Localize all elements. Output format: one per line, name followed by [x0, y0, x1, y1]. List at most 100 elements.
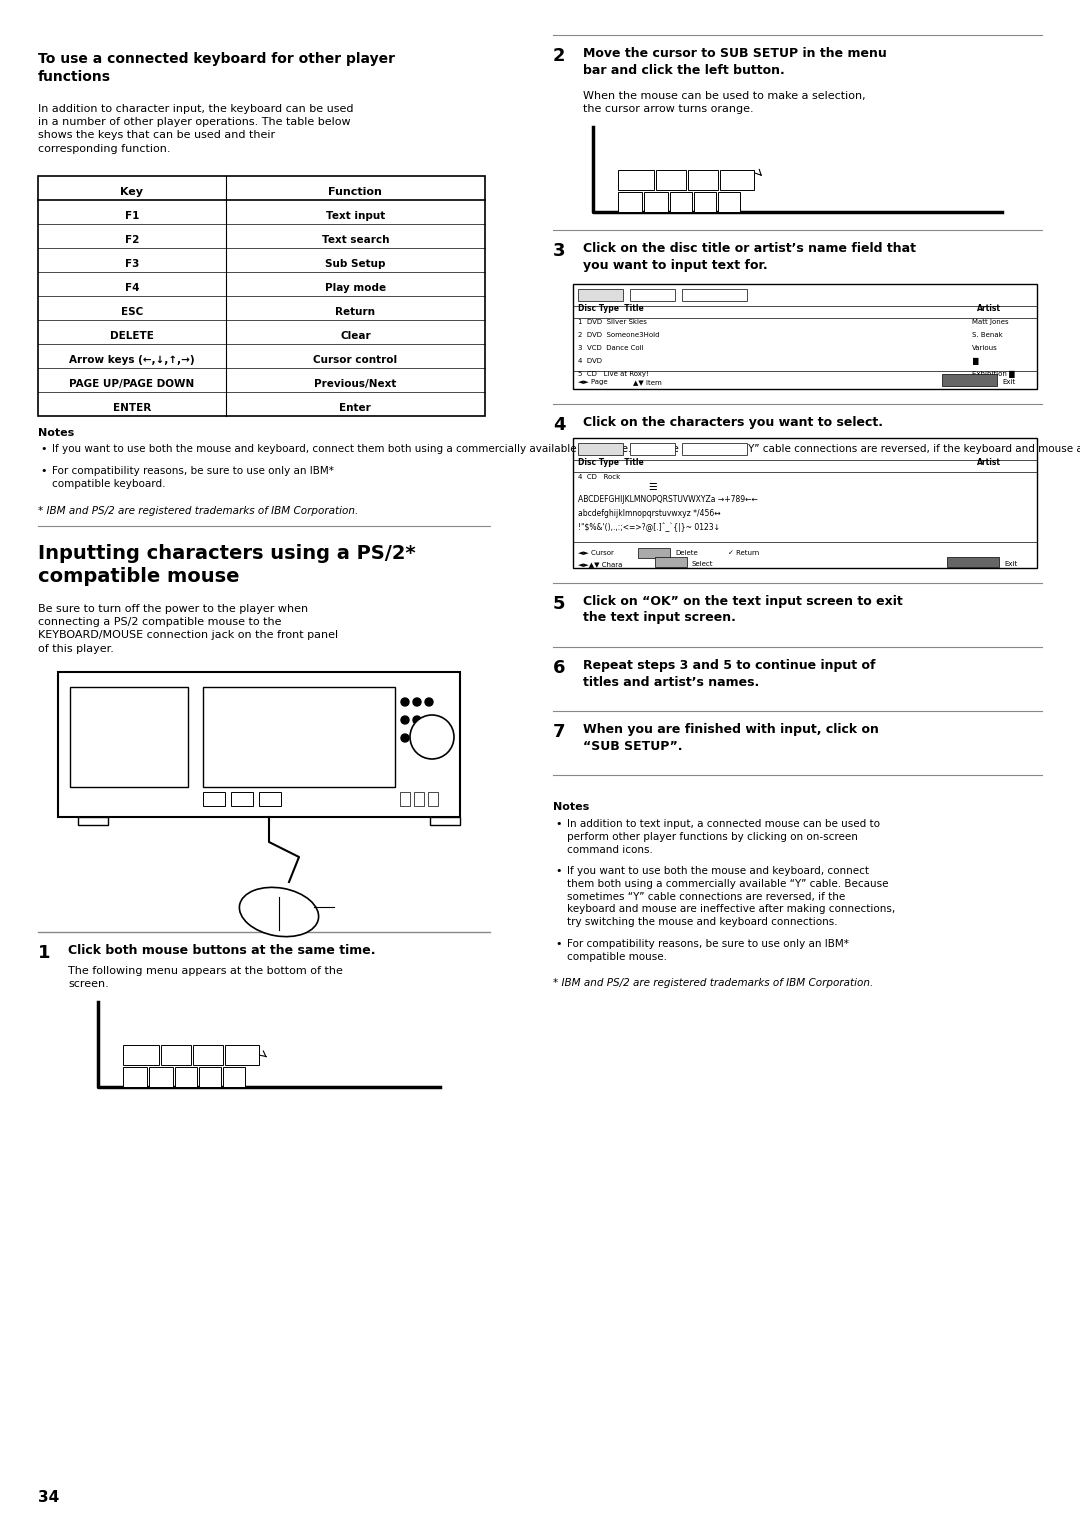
Text: If you want to use both the mouse and keyboard, connect
them both using a commer: If you want to use both the mouse and ke… [567, 867, 895, 927]
Text: Cursor control: Cursor control [313, 354, 397, 365]
Text: If you want to use both the mouse and keyboard, connect them both using a commer: If you want to use both the mouse and ke… [52, 443, 1080, 454]
Circle shape [426, 733, 433, 742]
Bar [656, 170, 686, 190]
Bar [58, 672, 460, 818]
Text: ►►: ►► [154, 1074, 167, 1083]
Bar [78, 818, 108, 825]
Bar [193, 1045, 222, 1065]
Text: Artist: Artist [977, 304, 1001, 313]
Bar [222, 1068, 245, 1088]
Bar [578, 443, 623, 456]
Text: abcdefghijklmnopqrstuvwxyz */456↔: abcdefghijklmnopqrstuvwxyz */456↔ [578, 509, 720, 518]
Text: 5: 5 [553, 595, 566, 614]
Bar [630, 443, 675, 456]
Text: Disc Type  Title: Disc Type Title [578, 459, 644, 466]
Text: 2  DVD  Someone3Hold: 2 DVD Someone3Hold [578, 331, 660, 337]
Bar [38, 176, 485, 416]
Text: Matt Jones: Matt Jones [972, 319, 1009, 325]
Bar [688, 170, 718, 190]
Text: For compatibility reasons, be sure to use only an IBM*
compatible keyboard.: For compatibility reasons, be sure to us… [52, 466, 334, 489]
Text: ►: ► [183, 1074, 189, 1083]
Text: SUB
SETUP: SUB SETUP [727, 176, 747, 187]
Text: ENTER: ENTER [112, 403, 151, 413]
Text: ENTER: ENTER [661, 558, 681, 563]
Text: F4: F4 [124, 282, 139, 293]
Circle shape [413, 716, 421, 724]
Bar [203, 792, 225, 805]
Text: Inputting characters using a PS/2*
compatible mouse: Inputting characters using a PS/2* compa… [38, 545, 416, 586]
Bar [231, 792, 253, 805]
Bar [70, 687, 188, 787]
Text: TOP
MENU: TOP MENU [132, 1052, 150, 1062]
Text: MENU: MENU [166, 1054, 186, 1060]
Text: CLEAR: CLEAR [644, 549, 664, 554]
Bar [578, 288, 623, 301]
Text: 7: 7 [553, 723, 566, 741]
Text: •: • [40, 466, 46, 476]
Bar [681, 288, 747, 301]
Text: Text input: Text input [326, 212, 384, 221]
Text: Click on the characters you want to select.: Click on the characters you want to sele… [583, 416, 883, 430]
Circle shape [410, 715, 454, 759]
Text: Text search: Text search [322, 235, 389, 245]
Bar [638, 548, 670, 558]
Bar [670, 192, 692, 212]
Text: •: • [40, 443, 46, 454]
Text: Auto Update: Auto Update [692, 295, 737, 301]
Bar [618, 192, 642, 212]
Circle shape [401, 698, 409, 706]
Text: ‖: ‖ [703, 199, 707, 209]
Text: F3: F3 [124, 259, 139, 268]
Bar [694, 192, 716, 212]
Text: ◄► Cursor: ◄► Cursor [578, 551, 613, 555]
Text: 4: 4 [553, 416, 566, 434]
Text: 1: 1 [38, 943, 51, 962]
Text: Click both mouse buttons at the same time.: Click both mouse buttons at the same tim… [68, 943, 376, 957]
Text: TOP
MENU: TOP MENU [626, 176, 645, 187]
Text: To use a connected keyboard for other player
functions: To use a connected keyboard for other pl… [38, 52, 395, 84]
Text: Caption: Caption [639, 448, 666, 454]
Circle shape [413, 733, 421, 742]
Text: 5  CD   Live at Roxy!: 5 CD Live at Roxy! [578, 371, 649, 377]
Bar [225, 1045, 259, 1065]
Text: Clear: Clear [340, 331, 370, 341]
Bar [123, 1068, 147, 1088]
Bar [123, 1045, 159, 1065]
Text: Select: Select [691, 561, 713, 568]
Bar [630, 288, 675, 301]
Text: In addition to character input, the keyboard can be used
in a number of other pl: In addition to character input, the keyb… [38, 104, 353, 153]
Text: SETUP: SETUP [693, 179, 713, 184]
Bar [942, 374, 997, 387]
Text: ■: ■ [230, 1074, 238, 1083]
Text: ABCDEFGHIJKLMNOPQRSTUVWXYZa →+789←←: ABCDEFGHIJKLMNOPQRSTUVWXYZa →+789←← [578, 495, 758, 505]
Bar [718, 192, 740, 212]
Text: Arrow keys (←,↓,↑,→): Arrow keys (←,↓,↑,→) [69, 354, 194, 365]
Bar [430, 818, 460, 825]
Text: SUB SETUP: SUB SETUP [956, 558, 990, 563]
Text: SETUP: SETUP [198, 1054, 218, 1060]
Text: 4  CD   Rock: 4 CD Rock [578, 474, 620, 480]
Text: Disc Type  Title: Disc Type Title [578, 304, 644, 313]
Text: 1  DVD  Silver Skies: 1 DVD Silver Skies [578, 319, 647, 325]
Text: Play mode: Play mode [325, 282, 386, 293]
Text: ✓ Return: ✓ Return [728, 551, 759, 555]
Text: •: • [555, 819, 562, 828]
Text: ◄◄: ◄◄ [623, 199, 636, 209]
Bar [161, 1045, 191, 1065]
Text: Text: Text [594, 295, 607, 301]
Text: Sub Setup: Sub Setup [325, 259, 386, 268]
Text: Artist: Artist [977, 459, 1001, 466]
Text: * IBM and PS/2 are registered trademarks of IBM Corporation.: * IBM and PS/2 are registered trademarks… [553, 979, 874, 988]
Text: ◄► Page: ◄► Page [578, 379, 608, 385]
Bar [681, 443, 747, 456]
Text: Notes: Notes [38, 428, 75, 439]
Text: For compatibility reasons, be sure to use only an IBM*
compatible mouse.: For compatibility reasons, be sure to us… [567, 939, 849, 962]
Bar [573, 284, 1037, 390]
Text: ☰: ☰ [648, 482, 657, 492]
Text: Enter: Enter [339, 403, 372, 413]
Ellipse shape [240, 887, 319, 937]
Text: F2: F2 [124, 235, 139, 245]
Text: 3  VCD  Dance Coil: 3 VCD Dance Coil [578, 345, 644, 351]
Text: Exit: Exit [1002, 379, 1015, 385]
Text: ►►: ►► [649, 199, 662, 209]
